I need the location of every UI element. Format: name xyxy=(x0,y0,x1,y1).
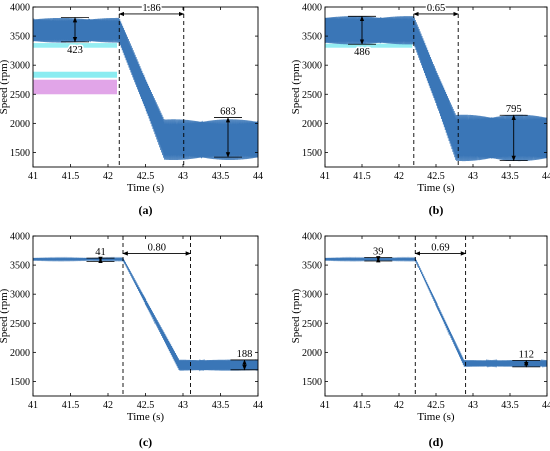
x-tick-label: 43.5 xyxy=(212,171,230,182)
y-axis-label: Speed (rpm) xyxy=(290,288,302,343)
x-tick-label: 44 xyxy=(542,400,550,411)
y-tick-label: 1500 xyxy=(302,377,322,388)
x-axis-label: Time (s) xyxy=(417,411,455,423)
x-tick-label: 43 xyxy=(468,400,478,411)
artifact-band-cyan xyxy=(325,43,413,48)
x-axis-label: Time (s) xyxy=(417,182,455,194)
x-tick-label: 44 xyxy=(542,171,550,182)
y-tick-label: 2000 xyxy=(302,348,322,359)
x-tick-label: 44 xyxy=(253,171,263,182)
y-tick-label: 4000 xyxy=(10,232,30,243)
y-tick-label: 3000 xyxy=(10,290,30,301)
duration-label: 0.80 xyxy=(148,242,166,253)
y-tick-label: 3000 xyxy=(302,290,322,301)
y-tick-label: 3500 xyxy=(302,261,322,272)
x-tick-label: 43 xyxy=(468,171,478,182)
y-tick-label: 3500 xyxy=(10,32,30,43)
y-axis-label: Speed (rpm) xyxy=(0,59,10,114)
duration-label: 1.86 xyxy=(142,3,160,14)
y-tick-label: 2000 xyxy=(10,348,30,359)
y-tick-label: 3000 xyxy=(302,61,322,72)
ripple-before-label: 486 xyxy=(354,47,370,58)
x-tick-label: 41.5 xyxy=(353,400,371,411)
y-tick-label: 2500 xyxy=(10,90,30,101)
panel-caption: (b) xyxy=(429,203,444,217)
ripple-after-label: 795 xyxy=(506,104,522,115)
y-tick-label: 4000 xyxy=(10,3,30,14)
y-axis-label: Speed (rpm) xyxy=(290,59,302,114)
plot-area xyxy=(33,17,258,161)
x-tick-label: 43.5 xyxy=(501,400,519,411)
x-tick-label: 43.5 xyxy=(212,400,230,411)
panel-caption: (a) xyxy=(139,203,153,217)
x-axis-label: Time (s) xyxy=(127,182,165,194)
ripple-before-label: 39 xyxy=(373,247,384,258)
x-axis-label: Time (s) xyxy=(127,411,165,423)
y-tick-label: 2500 xyxy=(302,90,322,101)
chart-panel-b: 41 41.5 42 42.5 43 43.5 44 1500 2000 2500 3000 3500… xyxy=(290,1,550,217)
x-tick-label: 41.5 xyxy=(62,400,80,411)
chart-panel-c: 41 41.5 42 42.5 43 43.5 44 1500 2000 2500 3000 3500… xyxy=(0,232,263,450)
x-tick-label: 43 xyxy=(178,171,188,182)
x-tick-label: 41 xyxy=(320,400,330,411)
x-tick-label: 42.5 xyxy=(137,171,155,182)
chart-panel-d: 41 41.5 42 42.5 43 43.5 44 1500 2000 2500 3000 3500… xyxy=(290,232,550,450)
artifact-band-cyan xyxy=(33,71,117,78)
x-tick-label: 42 xyxy=(394,171,404,182)
y-axis-label: Speed (rpm) xyxy=(0,288,10,343)
y-tick-label: 2000 xyxy=(10,119,30,130)
x-tick-label: 41 xyxy=(28,400,38,411)
y-tick-label: 3500 xyxy=(302,32,322,43)
plot-area xyxy=(325,256,547,368)
y-tick-label: 1500 xyxy=(10,148,30,159)
x-tick-label: 41.5 xyxy=(62,171,80,182)
artifact-band-cyan xyxy=(33,43,117,48)
ripple-after-label: 112 xyxy=(519,350,534,361)
duration-label: 0.69 xyxy=(431,242,449,253)
panel-caption: (c) xyxy=(139,435,152,449)
x-tick-label: 42.5 xyxy=(427,400,445,411)
y-tick-label: 2000 xyxy=(302,119,322,130)
panel-caption: (d) xyxy=(429,435,444,449)
x-tick-label: 43 xyxy=(178,400,188,411)
x-tick-label: 44 xyxy=(253,400,263,411)
x-tick-label: 41 xyxy=(320,171,330,182)
x-tick-label: 42.5 xyxy=(137,400,155,411)
chart-panel-a: 41 41.5 42 42.5 43 43.5 44 1500 2000 2500 3000 3500… xyxy=(0,1,263,217)
speed-series-line xyxy=(33,17,258,161)
x-tick-label: 43.5 xyxy=(501,171,519,182)
y-tick-label: 2500 xyxy=(302,319,322,330)
y-tick-label: 1500 xyxy=(302,148,322,159)
y-tick-label: 4000 xyxy=(302,3,322,14)
y-tick-label: 4000 xyxy=(302,232,322,243)
x-tick-label: 42 xyxy=(394,400,404,411)
x-tick-label: 42 xyxy=(103,400,113,411)
x-tick-label: 42.5 xyxy=(427,171,445,182)
y-tick-label: 3500 xyxy=(10,261,30,272)
x-tick-label: 41.5 xyxy=(353,171,371,182)
ripple-before-label: 41 xyxy=(95,247,106,258)
y-tick-label: 2500 xyxy=(10,319,30,330)
plot-area xyxy=(33,256,258,372)
ripple-after-label: 188 xyxy=(237,349,253,360)
y-tick-label: 3000 xyxy=(10,61,30,72)
ripple-before-label: 423 xyxy=(67,45,83,56)
x-tick-label: 42 xyxy=(103,171,113,182)
duration-label: 0.65 xyxy=(427,3,445,14)
artifact-band-magenta xyxy=(33,79,117,95)
ripple-after-label: 683 xyxy=(220,107,236,118)
x-tick-label: 41 xyxy=(28,171,38,182)
speed-series-line xyxy=(33,256,258,372)
speed-series-line xyxy=(325,256,547,368)
y-tick-label: 1500 xyxy=(10,377,30,388)
